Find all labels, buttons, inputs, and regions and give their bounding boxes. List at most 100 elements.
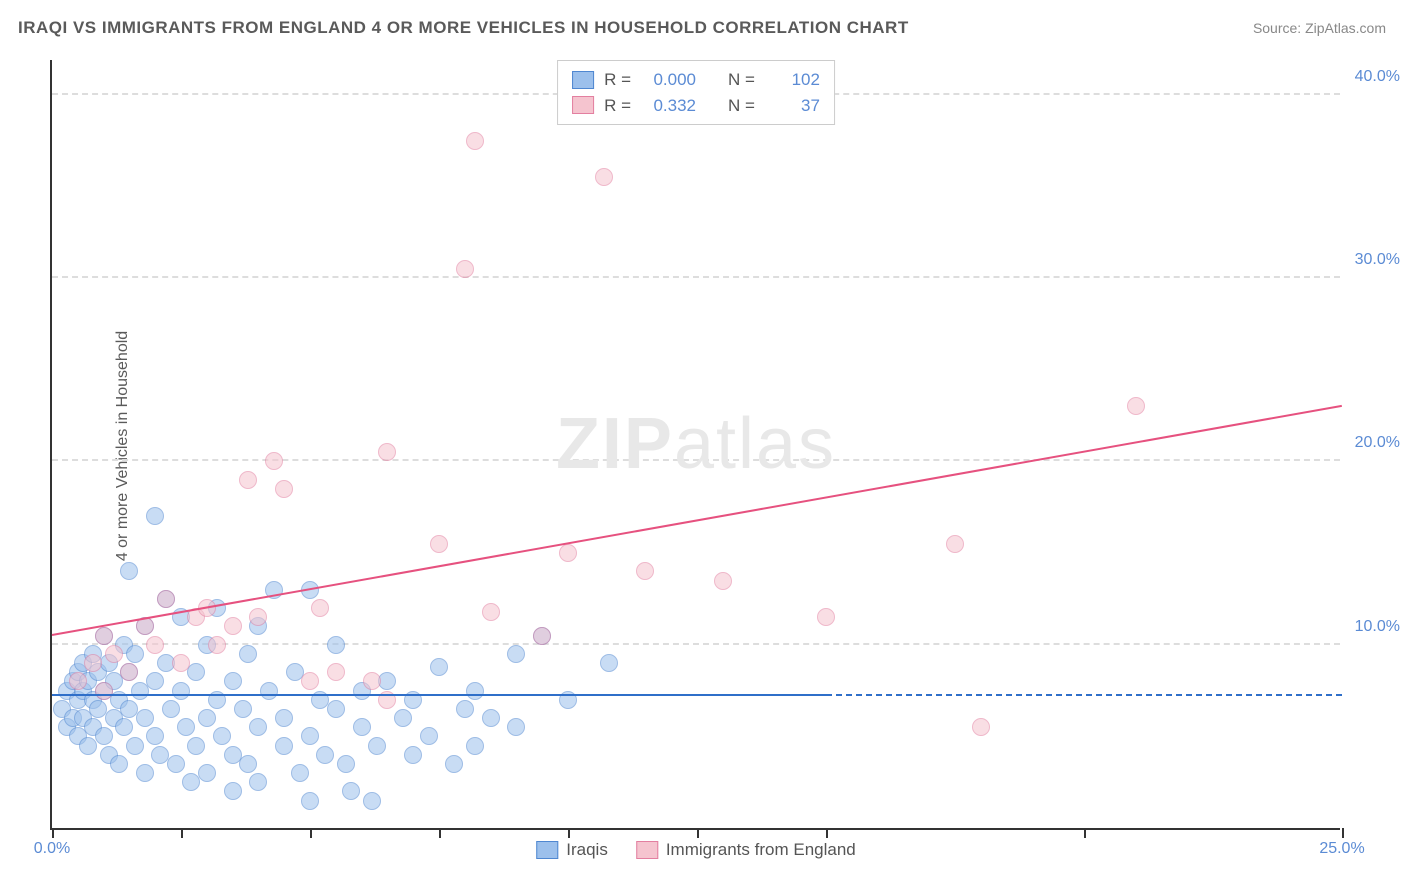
data-point <box>378 443 396 461</box>
data-point <box>126 645 144 663</box>
data-point <box>636 562 654 580</box>
data-point <box>239 755 257 773</box>
data-point <box>291 764 309 782</box>
data-point <box>224 672 242 690</box>
data-point <box>275 737 293 755</box>
grid-line <box>52 459 1340 461</box>
plot-area: ZIPatlas R =0.000N =102R =0.332N =37 Ira… <box>50 60 1340 830</box>
data-point <box>430 658 448 676</box>
data-point <box>316 746 334 764</box>
data-point <box>482 709 500 727</box>
watermark-zip: ZIP <box>556 404 674 484</box>
data-point <box>213 727 231 745</box>
data-point <box>368 737 386 755</box>
regression-line <box>52 404 1342 635</box>
grid-line <box>52 276 1340 278</box>
data-point <box>234 700 252 718</box>
data-point <box>466 737 484 755</box>
data-point <box>600 654 618 672</box>
x-tick-label: 25.0% <box>1319 840 1364 858</box>
chart-title: IRAQI VS IMMIGRANTS FROM ENGLAND 4 OR MO… <box>18 18 909 38</box>
data-point <box>533 627 551 645</box>
series-legend-label: Immigrants from England <box>666 840 856 860</box>
data-point <box>239 645 257 663</box>
data-point <box>430 535 448 553</box>
series-legend-item: Immigrants from England <box>636 840 856 860</box>
regression-line-extrapolation <box>826 694 1342 696</box>
data-point <box>146 727 164 745</box>
x-tick <box>181 828 183 838</box>
data-point <box>224 617 242 635</box>
data-point <box>198 709 216 727</box>
data-point <box>126 737 144 755</box>
data-point <box>714 572 732 590</box>
data-point <box>311 599 329 617</box>
series-legend-label: Iraqis <box>566 840 608 860</box>
data-point <box>224 782 242 800</box>
data-point <box>208 636 226 654</box>
data-point <box>198 764 216 782</box>
data-point <box>456 700 474 718</box>
data-point <box>172 654 190 672</box>
data-point <box>327 636 345 654</box>
data-point <box>95 627 113 645</box>
data-point <box>84 654 102 672</box>
data-point <box>378 672 396 690</box>
x-tick <box>1342 828 1344 838</box>
legend-row: R =0.000N =102 <box>572 67 820 93</box>
data-point <box>420 727 438 745</box>
legend-n-value: 37 <box>765 93 820 119</box>
data-point <box>301 672 319 690</box>
data-point <box>120 562 138 580</box>
data-point <box>239 471 257 489</box>
watermark: ZIPatlas <box>556 403 836 485</box>
x-tick <box>1084 828 1086 838</box>
source-attribution: Source: ZipAtlas.com <box>1253 20 1386 36</box>
x-tick <box>310 828 312 838</box>
data-point <box>275 480 293 498</box>
data-point <box>1127 397 1145 415</box>
legend-n-label: N = <box>728 93 755 119</box>
legend-n-label: N = <box>728 67 755 93</box>
legend-r-value: 0.332 <box>641 93 696 119</box>
series-legend: Iraqis Immigrants from England <box>536 840 855 860</box>
data-point <box>445 755 463 773</box>
legend-swatch <box>572 71 594 89</box>
data-point <box>327 663 345 681</box>
legend-swatch <box>536 841 558 859</box>
x-tick-label: 0.0% <box>34 840 70 858</box>
data-point <box>187 663 205 681</box>
legend-n-value: 102 <box>765 67 820 93</box>
data-point <box>177 718 195 736</box>
data-point <box>95 727 113 745</box>
y-tick-label: 10.0% <box>1355 618 1400 636</box>
data-point <box>507 718 525 736</box>
data-point <box>120 663 138 681</box>
correlation-legend: R =0.000N =102R =0.332N =37 <box>557 60 835 125</box>
data-point <box>187 737 205 755</box>
legend-r-label: R = <box>604 93 631 119</box>
data-point <box>115 718 133 736</box>
data-point <box>946 535 964 553</box>
data-point <box>260 682 278 700</box>
x-tick <box>439 828 441 838</box>
data-point <box>249 608 267 626</box>
data-point <box>466 132 484 150</box>
legend-swatch <box>572 96 594 114</box>
data-point <box>972 718 990 736</box>
watermark-atlas: atlas <box>674 404 836 484</box>
data-point <box>817 608 835 626</box>
data-point <box>157 590 175 608</box>
data-point <box>249 718 267 736</box>
x-tick <box>697 828 699 838</box>
data-point <box>363 672 381 690</box>
data-point <box>136 764 154 782</box>
data-point <box>482 603 500 621</box>
data-point <box>146 636 164 654</box>
data-point <box>265 452 283 470</box>
data-point <box>301 727 319 745</box>
data-point <box>167 755 185 773</box>
data-point <box>69 672 87 690</box>
data-point <box>466 682 484 700</box>
data-point <box>105 645 123 663</box>
